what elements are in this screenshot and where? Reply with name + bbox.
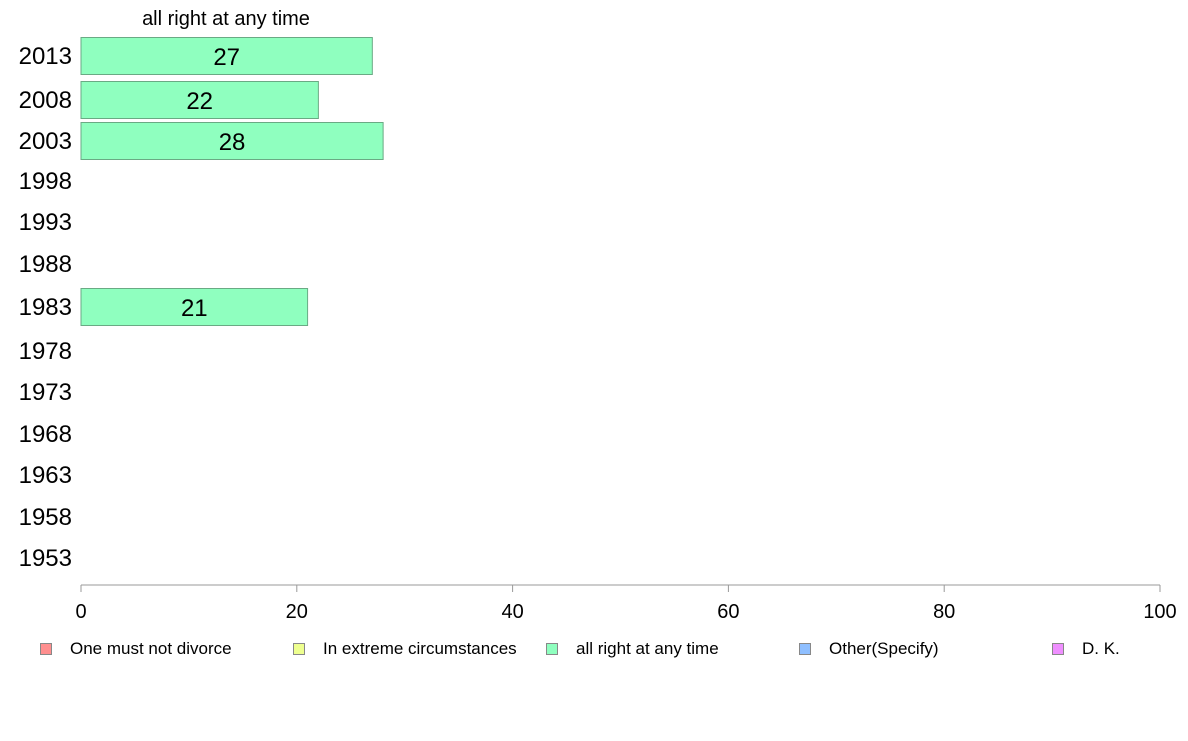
category-label: 1958: [19, 504, 72, 531]
legend-item-dk: D. K.: [1052, 638, 1120, 660]
bar: [80, 122, 384, 160]
data-label: 27: [213, 44, 240, 71]
category-label: 2013: [19, 43, 72, 70]
category-label: 1968: [19, 421, 72, 448]
legend-label: One must not divorce: [70, 639, 232, 658]
category-label: 2008: [19, 87, 72, 114]
category-label: 1973: [19, 379, 72, 406]
category-label: 1988: [19, 251, 72, 278]
legend-item-other-specify: Other(Specify): [799, 638, 939, 660]
category-label: 1983: [19, 294, 72, 321]
legend-swatch: [546, 643, 558, 655]
legend-label: Other(Specify): [829, 639, 939, 658]
legend: One must not divorce In extreme circumst…: [0, 638, 1188, 662]
category-label: 1963: [19, 462, 72, 489]
legend-item-one-must-not-divorce: One must not divorce: [40, 638, 232, 660]
legend-item-all-right-at-any-time: all right at any time: [546, 638, 719, 660]
legend-swatch: [293, 643, 305, 655]
legend-label: D. K.: [1082, 639, 1120, 658]
category-label: 1978: [19, 338, 72, 365]
category-label: 1998: [19, 168, 72, 195]
legend-swatch: [799, 643, 811, 655]
data-label: 21: [181, 295, 208, 322]
bar: [80, 37, 373, 75]
legend-label: In extreme circumstances: [323, 639, 517, 658]
legend-swatch: [1052, 643, 1064, 655]
category-label: 1993: [19, 209, 72, 236]
category-label: 2003: [19, 128, 72, 155]
legend-swatch: [40, 643, 52, 655]
x-tick-label: 20: [286, 601, 308, 623]
panel-title: all right at any time: [142, 8, 310, 30]
legend-item-in-extreme-circumstances: In extreme circumstances: [293, 638, 517, 660]
category-label: 1953: [19, 545, 72, 572]
x-tick-label: 40: [501, 601, 523, 623]
x-tick-label: 80: [933, 601, 955, 623]
data-label: 22: [186, 88, 213, 115]
x-tick-label: 100: [1143, 601, 1176, 623]
data-label: 28: [219, 129, 246, 156]
legend-label: all right at any time: [576, 639, 719, 658]
bar: [80, 81, 319, 119]
bar: [80, 288, 309, 326]
x-tick-label: 0: [75, 601, 86, 623]
x-tick-label: 60: [717, 601, 739, 623]
